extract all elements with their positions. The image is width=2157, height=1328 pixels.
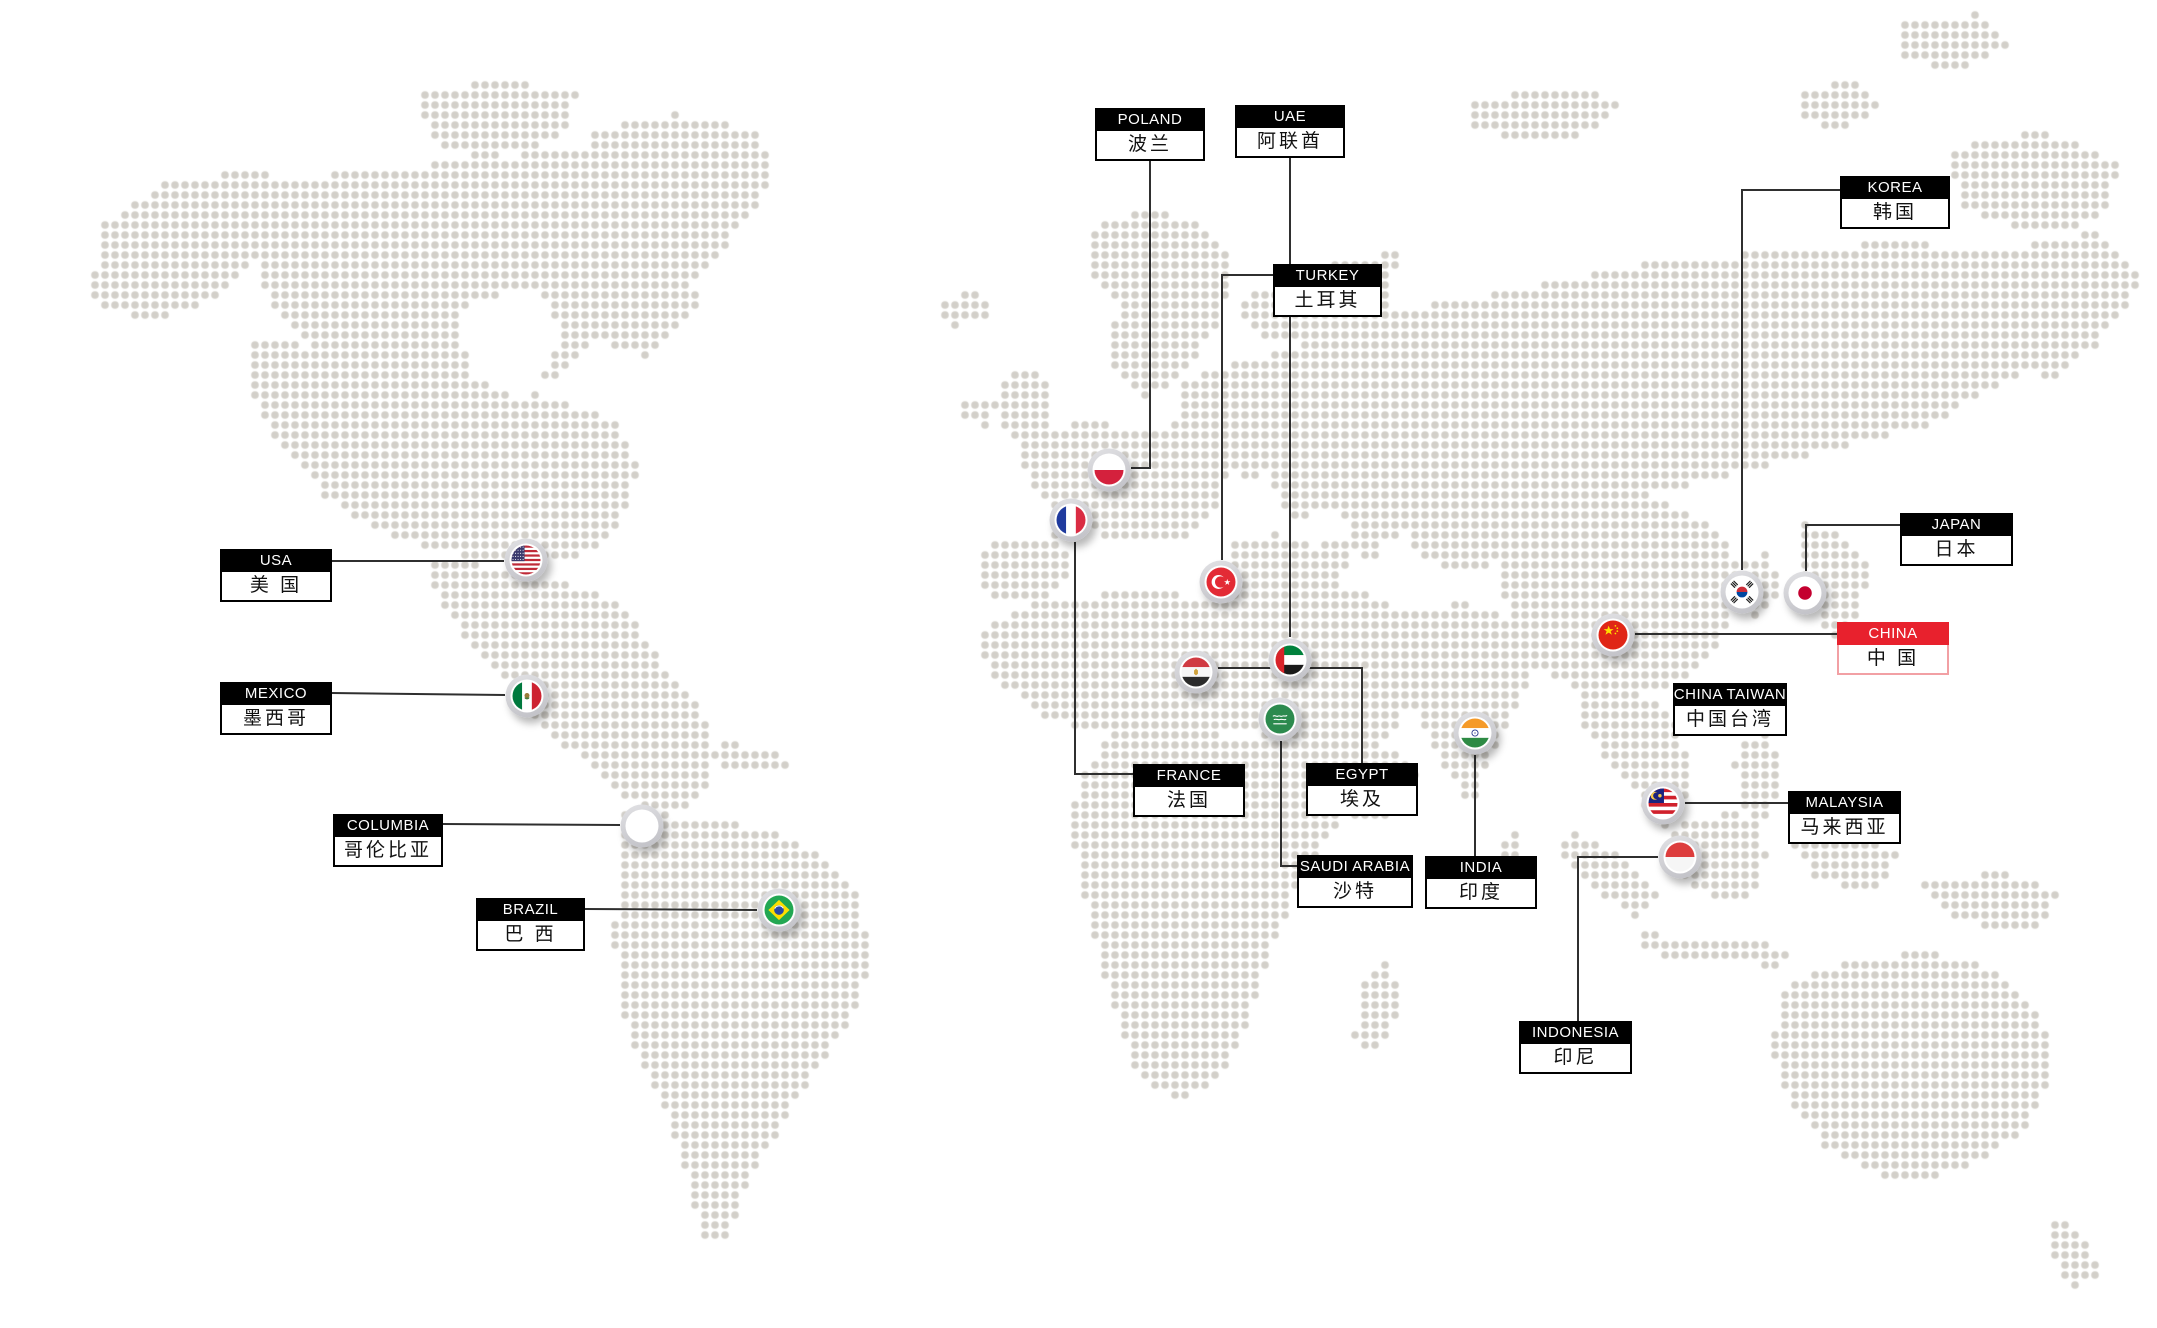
country-name-en: INDIA (1425, 856, 1537, 879)
country-name-zh: 日本 (1900, 536, 2013, 566)
flag-pin-malaysia (1641, 781, 1685, 825)
flag-pin-france (1049, 498, 1093, 542)
country-label-mexico: MEXICO 墨西哥 (220, 682, 332, 735)
country-label-poland: POLAND 波兰 (1095, 108, 1205, 161)
country-label-japan: JAPAN 日本 (1900, 513, 2013, 566)
country-name-zh: 墨西哥 (220, 705, 332, 735)
flag-pin-turkey (1199, 560, 1243, 604)
country-label-korea: KOREA 韩国 (1840, 176, 1950, 229)
country-name-zh: 印尼 (1519, 1044, 1632, 1074)
country-name-en: INDONESIA (1519, 1021, 1632, 1044)
country-name-en: JAPAN (1900, 513, 2013, 536)
country-label-indonesia: INDONESIA 印尼 (1519, 1021, 1632, 1074)
country-label-china-taiwan: CHINA TAIWAN 中国台湾 (1673, 683, 1787, 736)
flag-pin-korea (1720, 570, 1764, 614)
country-name-en: TURKEY (1273, 264, 1382, 287)
country-name-en: BRAZIL (476, 898, 585, 921)
flag-japan-icon (1788, 576, 1822, 610)
country-name-zh: 沙特 (1297, 878, 1413, 908)
country-name-en: MEXICO (220, 682, 332, 705)
country-label-usa: USA 美 国 (220, 549, 332, 602)
country-name-zh: 马来西亚 (1788, 814, 1901, 844)
flag-colombia-icon (625, 809, 659, 843)
country-label-china: CHINA 中 国 (1837, 622, 1949, 675)
country-name-zh: 印度 (1425, 879, 1537, 909)
country-name-en: MALAYSIA (1788, 791, 1901, 814)
country-name-en: EGYPT (1306, 763, 1418, 786)
country-name-zh: 土耳其 (1273, 287, 1382, 317)
flag-usa-icon (509, 543, 543, 577)
flag-pin-saudi-arabia (1258, 697, 1302, 741)
country-name-en: CHINA (1837, 622, 1949, 645)
country-name-zh: 埃及 (1306, 786, 1418, 816)
flag-pin-columbia (620, 804, 664, 848)
country-name-zh: 中国台湾 (1673, 706, 1787, 736)
flag-france-icon (1054, 503, 1088, 537)
country-label-egypt: EGYPT 埃及 (1306, 763, 1418, 816)
country-label-turkey: TURKEY 土耳其 (1273, 264, 1382, 317)
flag-egypt-icon (1179, 655, 1213, 689)
country-name-en: FRANCE (1133, 764, 1245, 787)
country-name-zh: 波兰 (1095, 131, 1205, 161)
flag-pin-egypt (1174, 650, 1218, 694)
country-name-en: CHINA TAIWAN (1673, 683, 1787, 706)
flag-pin-uae (1268, 638, 1312, 682)
country-name-zh: 韩国 (1840, 199, 1950, 229)
flag-china-icon (1596, 618, 1630, 652)
country-name-zh: 法国 (1133, 787, 1245, 817)
country-label-brazil: BRAZIL 巴 西 (476, 898, 585, 951)
country-name-zh: 美 国 (220, 572, 332, 602)
flag-pin-usa (504, 538, 548, 582)
country-name-en: COLUMBIA (333, 814, 443, 837)
country-label-columbia: COLUMBIA 哥伦比亚 (333, 814, 443, 867)
flag-pin-brazil (757, 888, 801, 932)
flag-pin-poland (1087, 448, 1131, 492)
flag-pin-japan (1783, 571, 1827, 615)
country-label-france: FRANCE 法国 (1133, 764, 1245, 817)
country-name-zh: 哥伦比亚 (333, 837, 443, 867)
flag-pin-mexico (505, 674, 549, 718)
flag-korea-icon (1725, 575, 1759, 609)
flag-poland-icon (1092, 453, 1126, 487)
flag-uae-icon (1273, 643, 1307, 677)
flag-turkey-icon (1204, 565, 1238, 599)
flag-pin-indonesia (1658, 835, 1702, 879)
flag-pin-china (1591, 613, 1635, 657)
country-name-zh: 中 国 (1837, 645, 1949, 675)
country-name-zh: 阿联酋 (1235, 128, 1345, 158)
country-name-en: KOREA (1840, 176, 1950, 199)
flag-pin-india (1453, 711, 1497, 755)
country-name-en: POLAND (1095, 108, 1205, 131)
country-label-uae: UAE 阿联酋 (1235, 105, 1345, 158)
flag-brazil-icon (762, 893, 796, 927)
country-label-malaysia: MALAYSIA 马来西亚 (1788, 791, 1901, 844)
flag-india-icon (1458, 716, 1492, 750)
country-name-en: SAUDI ARABIA (1297, 855, 1413, 878)
country-label-saudi-arabia: SAUDI ARABIA 沙特 (1297, 855, 1413, 908)
flag-saudi-icon (1263, 702, 1297, 736)
flag-malaysia-icon (1646, 786, 1680, 820)
country-name-en: UAE (1235, 105, 1345, 128)
flag-indonesia-icon (1663, 840, 1697, 874)
country-name-en: USA (220, 549, 332, 572)
country-name-zh: 巴 西 (476, 921, 585, 951)
country-label-india: INDIA 印度 (1425, 856, 1537, 909)
flag-mexico-icon (510, 679, 544, 713)
